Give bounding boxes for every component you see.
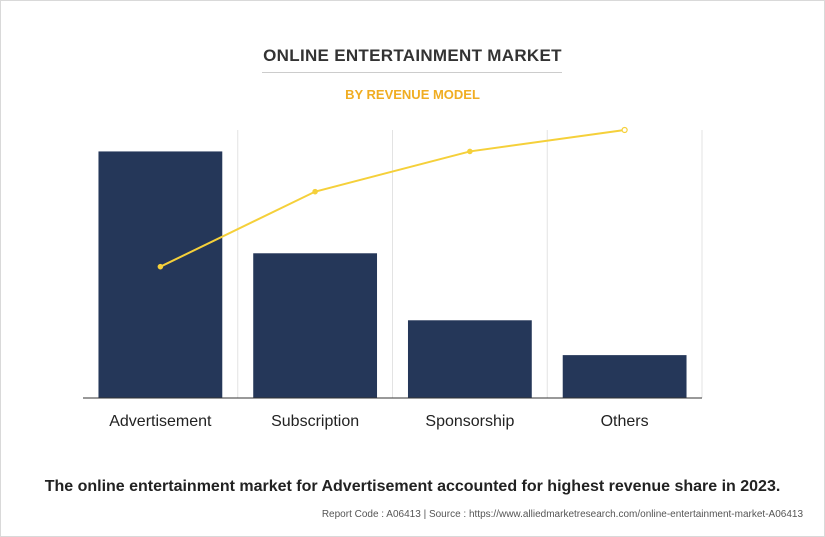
title-divider — [262, 72, 562, 73]
tick-label-subscription: Subscription — [271, 413, 359, 430]
chart-summary: The online entertainment market for Adve… — [44, 478, 781, 495]
bar-subscription — [253, 253, 378, 398]
chart-subtitle: BY REVENUE MODEL — [345, 87, 480, 102]
trend-point-others — [621, 126, 628, 134]
trend-point-sponsorship — [467, 148, 473, 155]
tick-label-sponsorship: Sponsorship — [425, 413, 514, 430]
bar-others — [562, 355, 687, 398]
bar-advertisement — [98, 151, 223, 398]
bar-sponsorship — [407, 320, 532, 398]
source-text: Report Code : A06413 | Source : https://… — [321, 509, 803, 520]
chart-title: ONLINE ENTERTAINMENT MARKET — [263, 46, 562, 65]
tick-label-others: Others — [601, 413, 649, 430]
trend-point-subscription — [312, 188, 318, 195]
trend-line — [159, 129, 625, 268]
tick-label-advertisement: Advertisement — [109, 413, 212, 430]
trend-point-advertisement — [157, 263, 164, 270]
